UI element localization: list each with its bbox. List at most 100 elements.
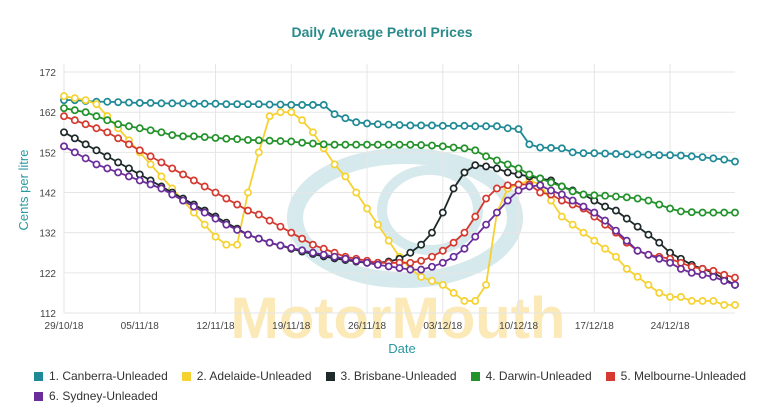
data-point	[482, 152, 491, 161]
data-point	[449, 238, 458, 247]
data-point	[547, 178, 555, 187]
data-point	[503, 160, 512, 169]
legend-item-brisbane[interactable]: 3. Brisbane-Unleaded	[325, 369, 457, 383]
data-point	[287, 243, 296, 252]
data-point	[720, 301, 729, 309]
data-point	[363, 140, 371, 149]
x-tick-label: 19/11/18	[272, 321, 311, 332]
data-point	[590, 149, 599, 158]
legend-item-adelaide[interactable]: 2. Adelaide-Unleaded	[181, 369, 312, 383]
data-point	[81, 154, 90, 163]
data-point	[460, 168, 469, 177]
data-point	[363, 204, 371, 213]
data-point	[438, 246, 447, 255]
data-point	[352, 188, 361, 197]
data-point	[601, 202, 610, 211]
data-point	[731, 208, 739, 217]
data-point	[557, 190, 566, 199]
data-point	[352, 256, 361, 265]
legend-label-darwin: 4. Darwin-Unleaded	[485, 369, 592, 383]
data-point	[81, 108, 90, 117]
data-point	[601, 191, 610, 200]
y-tick-label: 172	[39, 68, 56, 79]
data-point	[287, 108, 296, 117]
data-point	[612, 150, 620, 158]
data-point	[233, 240, 242, 249]
y-axis-ticks: 112 122 132 142 152 162 172	[39, 68, 56, 320]
y-tick-label: 162	[39, 108, 56, 119]
data-point	[211, 133, 220, 142]
x-axis-ticks: 29/10/18 05/11/18 12/11/18 19/11/18 26/11/18…	[45, 321, 690, 332]
data-point	[666, 151, 675, 160]
data-point	[60, 128, 68, 137]
data-point	[471, 232, 480, 241]
data-point	[471, 161, 480, 170]
legend-label-adelaide: 2. Adelaide-Unleaded	[196, 369, 312, 383]
data-point	[211, 99, 220, 108]
data-point	[622, 193, 631, 202]
data-point	[298, 138, 307, 147]
data-point	[731, 301, 739, 309]
legend-swatch-sydney	[34, 391, 43, 401]
legend-item-melbourne[interactable]: 5. Melbourne-Unleaded	[605, 369, 746, 383]
data-point	[189, 176, 198, 185]
data-point	[417, 256, 426, 265]
data-point	[666, 292, 675, 301]
data-point	[579, 202, 588, 211]
data-point	[644, 250, 653, 259]
data-point	[341, 254, 350, 263]
legend-item-darwin[interactable]: 4. Darwin-Unleaded	[470, 369, 592, 383]
data-point	[330, 252, 339, 261]
data-point	[428, 262, 436, 271]
legend-swatch-canberra	[34, 371, 43, 381]
data-point	[81, 96, 90, 105]
legend-item-canberra[interactable]: 1. Canberra-Unleaded	[34, 369, 168, 383]
y-tick-label: 122	[39, 269, 56, 280]
data-point	[590, 208, 599, 217]
data-point	[449, 143, 458, 152]
data-point	[308, 139, 317, 148]
data-point	[298, 234, 307, 243]
data-point	[179, 99, 187, 108]
data-point	[373, 140, 382, 149]
data-point	[157, 184, 166, 193]
x-tick-label: 17/12/18	[575, 321, 614, 332]
data-point	[568, 220, 577, 229]
y-tick-label: 112	[40, 309, 56, 320]
data-point	[308, 101, 317, 109]
data-point	[222, 220, 231, 229]
data-point	[438, 280, 447, 289]
data-point	[254, 148, 263, 157]
data-point	[514, 125, 523, 134]
data-point	[687, 152, 696, 161]
data-point	[179, 132, 187, 141]
data-point	[557, 182, 566, 191]
data-point	[579, 149, 588, 158]
data-point	[655, 288, 664, 297]
data-point	[114, 98, 123, 107]
data-point	[428, 141, 436, 150]
data-point	[395, 140, 404, 149]
data-point	[363, 258, 371, 267]
x-axis-label: Date	[388, 341, 415, 356]
data-point	[666, 258, 675, 267]
data-point	[676, 264, 685, 273]
data-point	[406, 265, 415, 274]
data-point	[460, 228, 469, 237]
data-point	[633, 150, 642, 159]
data-point	[168, 190, 177, 199]
data-point	[179, 196, 187, 205]
data-point	[449, 252, 458, 261]
data-point	[211, 188, 220, 197]
data-point	[233, 135, 242, 144]
data-point	[244, 206, 252, 215]
watermark-ring-outer	[287, 148, 523, 288]
data-point	[731, 157, 739, 166]
legend-item-sydney[interactable]: 6. Sydney-Unleaded	[34, 389, 158, 403]
data-point	[276, 108, 285, 117]
data-point	[492, 164, 501, 173]
data-point	[417, 265, 426, 274]
data-point	[244, 188, 252, 197]
data-point	[189, 202, 198, 211]
data-point	[492, 122, 501, 131]
